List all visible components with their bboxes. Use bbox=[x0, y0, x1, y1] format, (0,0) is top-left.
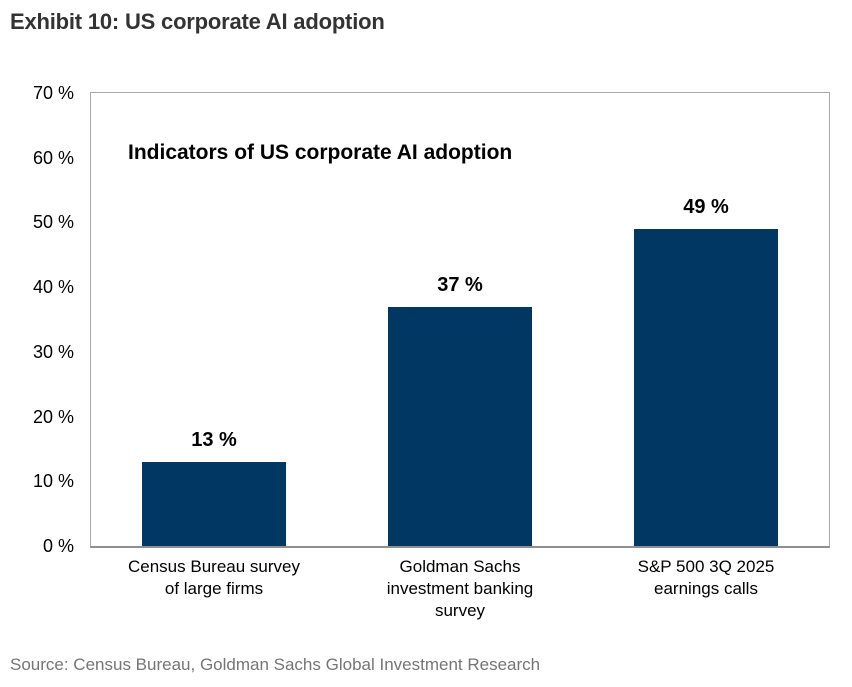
bar bbox=[388, 306, 532, 546]
y-axis-tick-label: 40 % bbox=[32, 277, 74, 298]
bar-value-label: 13 % bbox=[191, 428, 237, 451]
exhibit-title: Exhibit 10: US corporate AI adoption bbox=[10, 9, 385, 34]
y-axis-tick-label: 50 % bbox=[32, 212, 74, 233]
y-axis-tick-label: 30 % bbox=[32, 341, 74, 362]
x-axis-category-label: Census Bureau survey of large firms bbox=[128, 557, 300, 598]
x-axis-category-label: Goldman Sachs investment banking survey bbox=[386, 557, 534, 620]
y-axis-tick-label: 20 % bbox=[32, 406, 74, 427]
y-axis-tick-label: 10 % bbox=[32, 471, 74, 492]
bar-value-label: 37 % bbox=[437, 273, 483, 296]
bar bbox=[634, 228, 778, 546]
y-axis-tick-label: 70 % bbox=[32, 83, 74, 103]
y-axis-tick-label: 60 % bbox=[32, 147, 74, 168]
source-note: Source: Census Bureau, Goldman Sachs Glo… bbox=[10, 655, 541, 674]
y-axis-tick-label: 0 % bbox=[42, 536, 74, 556]
bar-value-label: 49 % bbox=[683, 195, 729, 218]
chart-title: Indicators of US corporate AI adoption bbox=[128, 141, 513, 164]
x-axis-category-label: S&P 500 3Q 2025 earnings calls bbox=[637, 557, 775, 598]
bar bbox=[142, 461, 286, 546]
